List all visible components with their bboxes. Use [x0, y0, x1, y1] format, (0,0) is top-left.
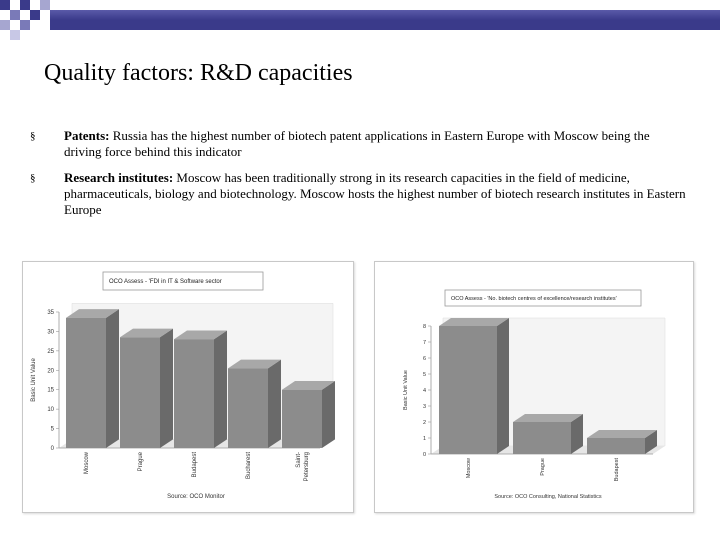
bar-top	[513, 414, 583, 422]
y-tick-label: 25	[47, 349, 54, 355]
bullet-list: § Patents: Russia has the highest number…	[30, 128, 690, 228]
bar-saint-petersburg	[282, 389, 322, 448]
bar-top	[66, 309, 119, 318]
bar-top	[120, 328, 173, 338]
bullet-icon: §	[30, 130, 36, 142]
bar-budapest	[587, 438, 645, 454]
x-tick-label: Prague	[138, 451, 144, 471]
bullet-patents: § Patents: Russia has the highest number…	[30, 128, 690, 160]
y-tick-label: 15	[47, 388, 54, 394]
y-tick-label: 10	[47, 407, 54, 413]
y-tick-label: 8	[423, 324, 426, 330]
bar-side	[268, 359, 281, 448]
chart-biotech-research-institutes: OCO Assess - 'No. biotech centres of exc…	[403, 289, 666, 500]
chart-title: OCO Assess - 'No. biotech centres of exc…	[451, 296, 617, 302]
x-tick-label: Bucharest	[246, 452, 252, 479]
y-tick-label: 20	[47, 368, 54, 374]
bar-prague	[513, 422, 571, 454]
y-tick-label: 0	[51, 446, 55, 452]
chart-title: OCO Assess - 'FDI in IT & Software secto…	[109, 279, 222, 285]
bullet-label: Research institutes:	[64, 170, 174, 185]
bar-top	[587, 430, 657, 438]
bar-bucharest	[228, 368, 268, 448]
bar-side	[160, 328, 173, 448]
y-tick-label: 6	[423, 356, 426, 362]
bullet-research-institutes: § Research institutes: Moscow has been t…	[30, 170, 690, 218]
bar-prague	[120, 337, 160, 448]
bar-moscow	[66, 317, 106, 448]
bar-side	[571, 414, 583, 454]
bar-budapest	[174, 339, 214, 448]
x-tick-label: Budapest	[192, 452, 198, 478]
y-axis-label: Basic Unit Value	[31, 358, 37, 402]
x-tick-label: Petersburg	[304, 452, 310, 481]
chart-source: Source: OCO Monitor	[167, 494, 225, 500]
chart-fdi-it-software: OCO Assess - 'FDI in IT & Software secto…	[31, 271, 335, 500]
bar-top	[228, 359, 281, 369]
y-tick-label: 1	[423, 436, 426, 442]
x-tick-label: Moscow	[84, 451, 90, 474]
x-tick-label: Moscow	[466, 458, 472, 478]
y-tick-label: 3	[423, 404, 426, 410]
y-tick-label: 0	[423, 452, 426, 458]
bullet-text: Russia has the highest number of biotech…	[64, 128, 650, 159]
bar-side	[497, 318, 509, 454]
header-bar-accent	[50, 10, 720, 20]
y-tick-label: 7	[423, 340, 426, 346]
bullet-text: Moscow has been traditionally strong in …	[64, 170, 686, 217]
y-tick-label: 30	[47, 329, 54, 335]
bullet-label: Patents:	[64, 128, 110, 143]
chart-title-box	[444, 289, 642, 307]
y-axis-label: Basic Unit Value	[403, 370, 409, 410]
y-tick-label: 35	[47, 310, 54, 316]
bullet-icon: §	[30, 172, 36, 184]
chart-left-frame: OCO Assess - 'FDI in IT & Software secto…	[22, 261, 354, 513]
y-tick-label: 5	[51, 427, 55, 433]
bar-top	[282, 381, 335, 390]
bar-side	[106, 309, 119, 448]
bar-top	[439, 318, 509, 326]
bar-side	[214, 330, 227, 448]
x-tick-label: Saint-	[296, 452, 302, 468]
bar-moscow	[439, 326, 497, 454]
y-tick-label: 4	[423, 388, 426, 394]
bar-side	[322, 381, 335, 448]
bar-top	[174, 330, 227, 340]
x-tick-label: Prague	[540, 458, 546, 476]
chart-source: Source: OCO Consulting, National Statist…	[494, 494, 602, 500]
y-tick-label: 5	[423, 372, 426, 378]
chart-right-frame: OCO Assess - 'No. biotech centres of exc…	[374, 261, 694, 513]
chart-title-box	[102, 271, 264, 291]
slide-title: Quality factors: R&D capacities	[44, 60, 353, 86]
x-tick-label: Budapest	[614, 458, 620, 482]
y-tick-label: 2	[423, 420, 426, 426]
